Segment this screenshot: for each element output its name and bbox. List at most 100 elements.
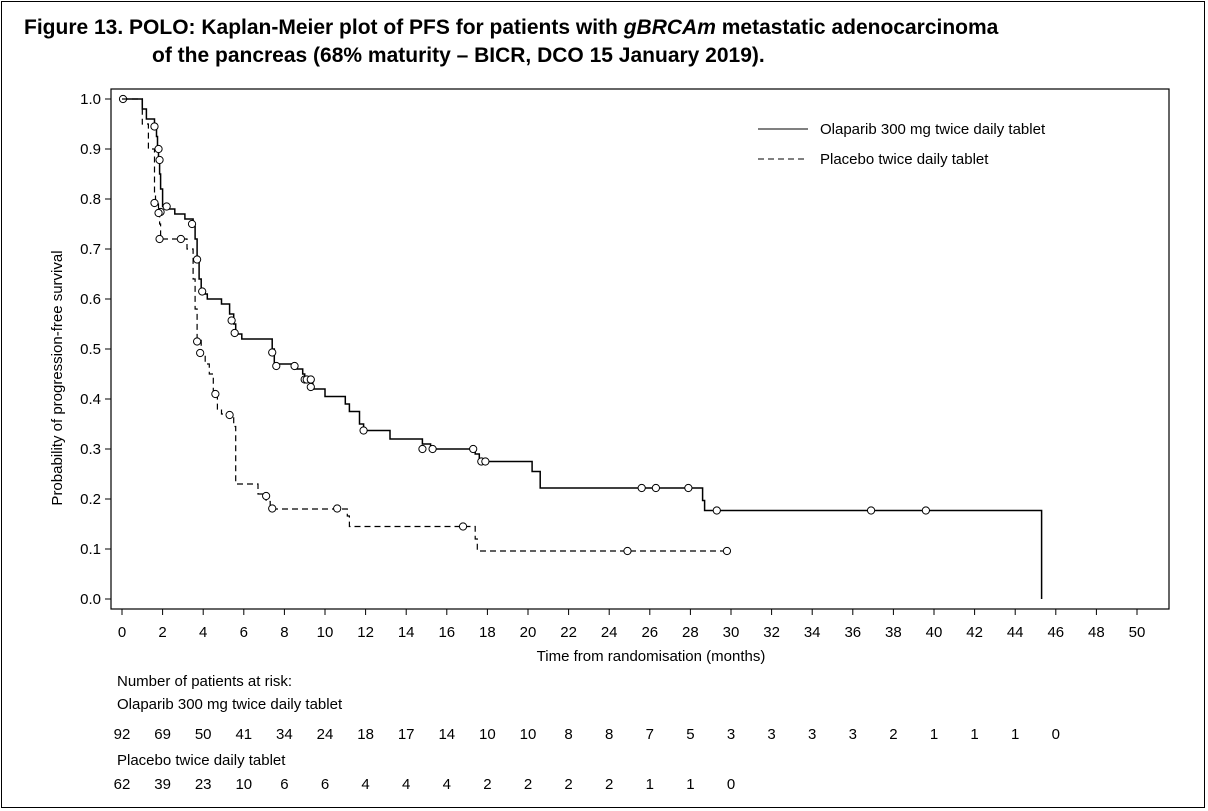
risk-count: 50 [195, 726, 212, 743]
censor-mark-placebo [458, 522, 468, 531]
x-tick-label: 20 [520, 624, 537, 641]
risk-count: 92 [114, 726, 131, 743]
x-tick-label: 8 [280, 624, 288, 641]
censor-mark-placebo [193, 337, 202, 346]
risk-count: 2 [605, 776, 613, 793]
risk-count: 3 [849, 726, 857, 743]
censor-mark-olaparib [469, 444, 478, 454]
x-tick-label: 16 [438, 624, 455, 641]
censor-mark-olaparib [272, 361, 281, 371]
censor-mark-olaparib [268, 348, 277, 357]
censor-mark-olaparib [193, 255, 202, 264]
censor-mark-placebo [176, 234, 185, 244]
risk-count: 6 [321, 776, 329, 793]
censor-mark-olaparib [306, 382, 315, 392]
censor-mark-olaparib [230, 328, 239, 338]
x-tick-label: 48 [1088, 624, 1105, 641]
series-line-placebo [122, 98, 727, 552]
risk-count: 1 [686, 776, 694, 793]
title-prefix: Figure 13. POLO: Kaplan-Meier plot of PF… [24, 16, 624, 39]
censor-mark-olaparib [306, 375, 315, 384]
axes: 0 2 4 6 8 10 12 14 16 18 20 22 24 26 28 30 32 34 36 38 40 42 4… [80, 91, 1145, 641]
x-tick-label: 34 [804, 624, 821, 641]
censor-mark-placebo [225, 410, 234, 420]
risk-arm-label-placebo: Placebo twice daily tablet [117, 752, 286, 769]
risk-count: 14 [438, 726, 455, 743]
censor-mark-olaparib [359, 426, 368, 435]
x-tick-label: 32 [763, 624, 780, 641]
censor-mark-placebo [196, 348, 205, 358]
risk-count: 8 [564, 726, 572, 743]
risk-count: 4 [443, 776, 451, 793]
risk-count: 0 [1052, 726, 1060, 743]
x-tick-label: 10 [317, 624, 334, 641]
risk-count: 1 [970, 726, 978, 743]
censor-mark-olaparib [712, 506, 721, 515]
y-tick-label: 0.9 [80, 141, 101, 158]
x-tick-label: 50 [1129, 624, 1146, 641]
censor-mark-placebo [155, 234, 164, 244]
y-tick-label: 0.0 [80, 591, 101, 608]
risk-count: 62 [114, 776, 131, 793]
censor-mark-placebo [268, 504, 277, 513]
risk-count: 34 [276, 726, 293, 743]
risk-count: 24 [317, 726, 334, 743]
risk-count: 7 [646, 726, 654, 743]
risk-count: 0 [727, 776, 735, 793]
risk-count: 2 [524, 776, 532, 793]
x-tick-label: 0 [118, 624, 126, 641]
risk-count: 10 [520, 726, 537, 743]
y-tick-label: 0.8 [80, 191, 101, 208]
figure-title: Figure 13. POLO: Kaplan-Meier plot of PF… [24, 14, 1194, 70]
risk-count: 41 [235, 726, 252, 743]
risk-count: 1 [646, 776, 654, 793]
x-tick-label: 42 [966, 624, 983, 641]
censor-mark-olaparib [187, 219, 197, 229]
risk-count: 10 [235, 776, 252, 793]
y-tick-label: 0.3 [80, 441, 101, 458]
censor-mark-olaparib [150, 122, 159, 131]
censor-mark-olaparib [198, 287, 207, 296]
risk-table-heading: Number of patients at risk: [117, 673, 293, 690]
censor-mark-placebo [623, 546, 632, 556]
x-tick-label: 6 [240, 624, 248, 641]
censor-mark-olaparib [428, 444, 437, 454]
title-line-2: of the pancreas (68% maturity – BICR, DC… [152, 44, 765, 67]
title-italic: gBRCAm [623, 16, 716, 39]
risk-count: 18 [357, 726, 374, 743]
y-tick-label: 0.1 [80, 541, 101, 558]
risk-count: 3 [727, 726, 735, 743]
legend-label-olaparib: Olaparib 300 mg twice daily tablet [820, 121, 1046, 138]
risk-count: 1 [930, 726, 938, 743]
censor-mark-olaparib [227, 316, 236, 325]
risk-count: 69 [154, 726, 171, 743]
x-tick-label: 40 [926, 624, 943, 641]
y-tick-label: 1.0 [80, 91, 101, 108]
risk-count: 3 [767, 726, 775, 743]
x-tick-label: 24 [601, 624, 618, 641]
risk-count: 8 [605, 726, 613, 743]
censor-mark-olaparib [290, 361, 299, 371]
x-tick-label: 46 [1047, 624, 1064, 641]
legend: Olaparib 300 mg twice daily tablet Place… [758, 121, 1046, 168]
x-tick-label: 38 [885, 624, 902, 641]
risk-table: 92 69 50 41 34 24 18 17 14 10 10 8 8 7 5 3 3 3 3 2 1 1 1 062 39 2… [114, 726, 1060, 793]
risk-arm-label-olaparib: Olaparib 300 mg twice daily tablet [117, 696, 343, 713]
x-tick-label: 30 [723, 624, 740, 641]
risk-count: 3 [808, 726, 816, 743]
y-tick-label: 0.4 [80, 391, 101, 408]
x-tick-label: 2 [158, 624, 166, 641]
risk-count: 10 [479, 726, 496, 743]
x-tick-label: 14 [398, 624, 415, 641]
censor-mark-placebo [150, 198, 159, 208]
legend-label-placebo: Placebo twice daily tablet [820, 151, 989, 168]
x-tick-label: 18 [479, 624, 496, 641]
x-tick-label: 26 [641, 624, 658, 641]
censor-mark-olaparib [651, 483, 660, 493]
x-tick-label: 28 [682, 624, 699, 641]
risk-count: 5 [686, 726, 694, 743]
y-tick-label: 0.2 [80, 491, 101, 508]
censor-mark-olaparib [155, 155, 164, 165]
